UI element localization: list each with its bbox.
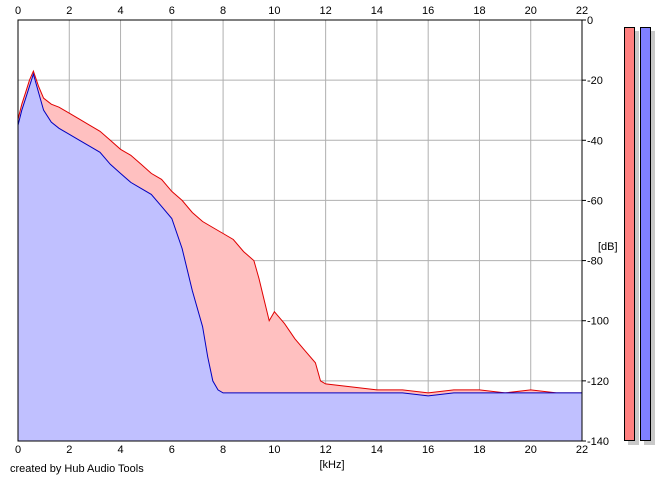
x-tick-label-top: 22 <box>576 5 588 17</box>
axes: 002244668810101212141416161818202022220-… <box>15 5 609 456</box>
x-tick-label-top: 12 <box>320 5 332 17</box>
x-tick-label-top: 20 <box>525 5 537 17</box>
x-tick-label-bottom: 22 <box>576 444 588 456</box>
y-tick-label: -100 <box>587 316 609 328</box>
x-tick-label-top: 0 <box>15 5 21 17</box>
y-tick-label: -80 <box>587 256 603 268</box>
y-tick-label: -140 <box>587 436 609 448</box>
credit-text: created by Hub Audio Tools <box>10 463 144 475</box>
x-tick-label-top: 18 <box>473 5 485 17</box>
meter-right <box>640 27 651 441</box>
x-tick-label-top: 14 <box>371 5 383 17</box>
meter-left <box>624 27 635 441</box>
series-0-line <box>17 69 582 394</box>
x-tick-label-bottom: 6 <box>169 444 175 456</box>
x-tick-label-bottom: 16 <box>422 444 434 456</box>
x-axis-label: [kHz] <box>319 459 344 471</box>
x-tick-label-top: 2 <box>66 5 72 17</box>
x-tick-label-top: 16 <box>422 5 434 17</box>
series-1-area <box>18 74 582 441</box>
x-tick-label-top: 8 <box>220 5 226 17</box>
x-tick-label-top: 10 <box>268 5 280 17</box>
x-tick-label-bottom: 8 <box>220 444 226 456</box>
y-tick-label: -40 <box>587 135 603 147</box>
y-axis-label: [dB] <box>598 241 618 253</box>
x-tick-label-bottom: 10 <box>268 444 280 456</box>
x-tick-label-bottom: 2 <box>66 444 72 456</box>
plot-frame <box>17 19 583 442</box>
x-tick-label-top: 6 <box>169 5 175 17</box>
y-tick-label: 0 <box>587 15 593 27</box>
x-tick-label-bottom: 0 <box>15 444 21 456</box>
x-tick-label-top: 4 <box>117 5 123 17</box>
y-tick-label: -60 <box>587 195 603 207</box>
series-layer <box>17 69 582 441</box>
series-1-line <box>17 72 582 397</box>
x-tick-label-bottom: 18 <box>473 444 485 456</box>
x-tick-label-bottom: 20 <box>525 444 537 456</box>
x-tick-label-bottom: 12 <box>320 444 332 456</box>
x-tick-label-bottom: 4 <box>117 444 123 456</box>
x-tick-label-bottom: 14 <box>371 444 383 456</box>
y-tick-label: -20 <box>587 75 603 87</box>
y-tick-label: -120 <box>587 376 609 388</box>
